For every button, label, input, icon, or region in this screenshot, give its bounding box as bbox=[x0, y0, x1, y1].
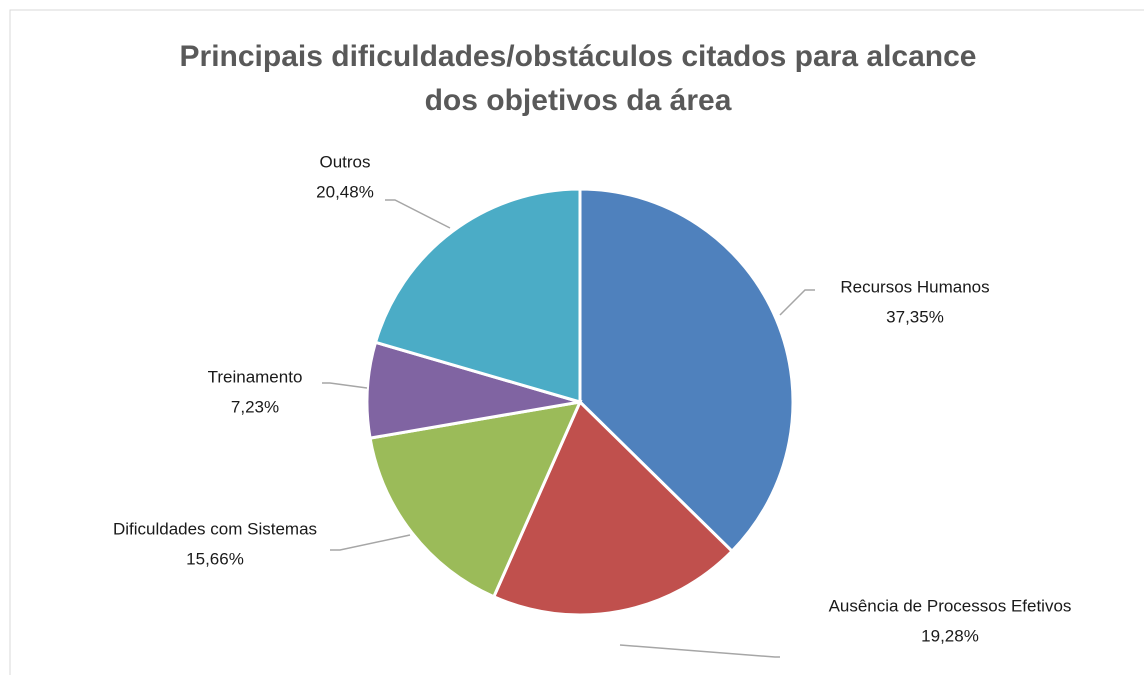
leader-line bbox=[330, 534, 411, 551]
chart-title: Principais dificuldades/obstáculos citad… bbox=[180, 40, 977, 73]
slice-category-label: Ausência de Processos Efetivos bbox=[829, 596, 1072, 615]
slice-category-label: Outros bbox=[319, 152, 370, 171]
leader-line bbox=[385, 199, 451, 229]
pie-slice bbox=[373, 187, 582, 405]
slice-value-label: 15,66% bbox=[186, 549, 244, 568]
slice-category-label: Recursos Humanos bbox=[840, 277, 989, 296]
chart-title: dos objetivos da área bbox=[425, 84, 732, 117]
slice-value-label: 19,28% bbox=[921, 626, 979, 645]
leader-line bbox=[619, 644, 780, 658]
pie-slice bbox=[578, 187, 795, 554]
leader-line bbox=[322, 382, 368, 389]
leader-line bbox=[779, 289, 815, 316]
pie-slice bbox=[368, 400, 583, 599]
pie-slice bbox=[491, 399, 735, 617]
slice-value-label: 37,35% bbox=[886, 307, 944, 326]
slice-value-label: 7,23% bbox=[231, 397, 279, 416]
slice-category-label: Dificuldades com Sistemas bbox=[113, 519, 317, 538]
slice-value-label: 20,48% bbox=[316, 182, 374, 201]
slice-category-label: Treinamento bbox=[208, 367, 303, 386]
